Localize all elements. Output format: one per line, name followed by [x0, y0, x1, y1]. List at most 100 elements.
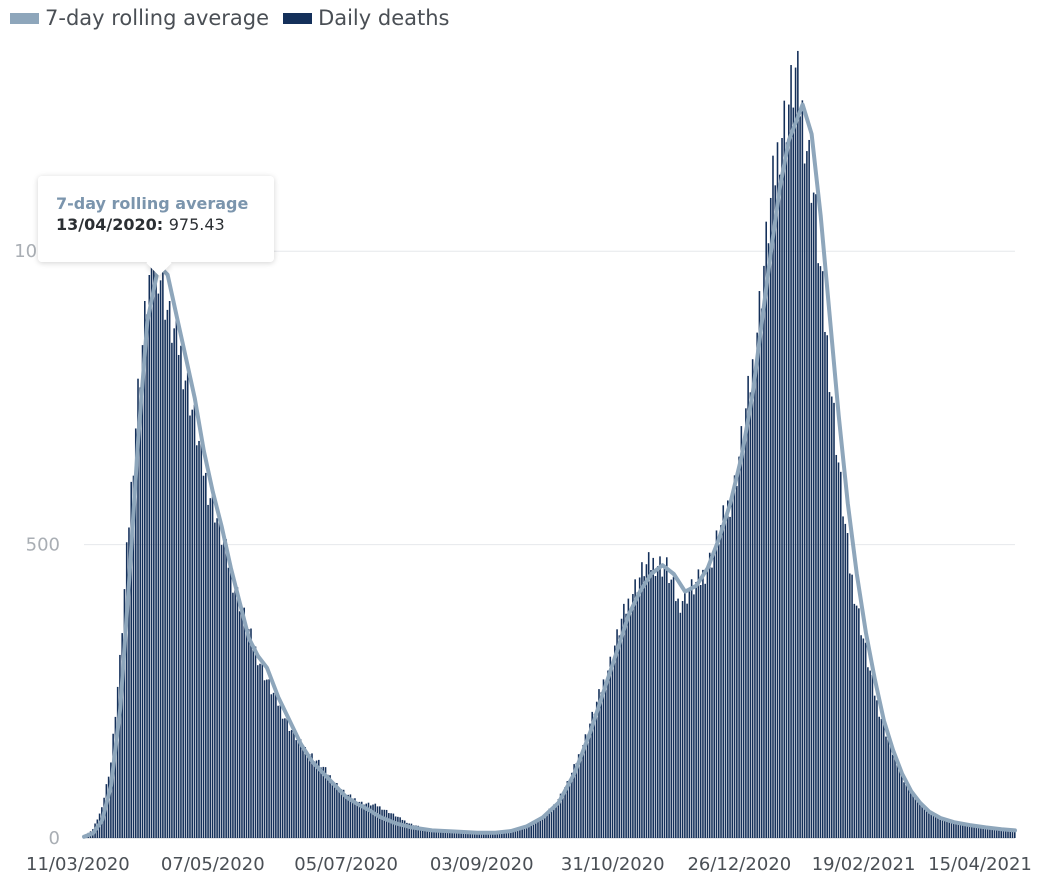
bar: [512, 831, 514, 838]
bar: [964, 824, 966, 838]
legend-item-rolling-average[interactable]: 7-day rolling average: [10, 6, 269, 30]
bar: [975, 826, 978, 838]
bar: [625, 613, 627, 838]
bar: [939, 817, 941, 838]
bar: [369, 805, 372, 838]
bar: [519, 829, 521, 838]
bar: [697, 569, 700, 838]
bar: [837, 462, 840, 838]
bar: [828, 392, 831, 838]
bar: [654, 576, 657, 838]
bar: [706, 568, 709, 838]
bar: [250, 628, 252, 838]
bar: [686, 603, 688, 838]
bar: [275, 691, 277, 838]
bar: [114, 716, 117, 838]
bar: [862, 638, 865, 838]
bar: [392, 813, 395, 838]
bar: [410, 823, 413, 838]
bar: [440, 830, 442, 838]
bar: [910, 792, 912, 838]
bar: [458, 831, 460, 838]
y-tick-label: 500: [26, 535, 60, 556]
bar: [415, 825, 417, 838]
bar: [842, 516, 844, 838]
bar: [333, 782, 336, 838]
bar: [668, 583, 670, 838]
bar: [1009, 830, 1012, 838]
tooltip: 7-day rolling average 13/04/2020: 975.43: [38, 176, 274, 262]
bar: [437, 830, 440, 838]
bar: [166, 309, 169, 839]
bar: [507, 831, 510, 838]
bar: [232, 592, 234, 838]
bar: [778, 174, 781, 839]
bar: [566, 781, 569, 838]
bar: [514, 830, 517, 838]
bar: [607, 670, 609, 838]
bar: [815, 194, 817, 838]
bar: [853, 603, 856, 838]
bar: [478, 832, 481, 838]
bar: [121, 633, 123, 838]
bar: [1002, 830, 1005, 838]
bar: [211, 491, 214, 838]
bar: [738, 456, 740, 838]
bar: [220, 544, 223, 838]
bar: [722, 505, 725, 838]
bar: [433, 829, 435, 838]
bar: [901, 772, 903, 838]
bar: [162, 269, 164, 838]
x-tick-label: 05/07/2020: [294, 854, 398, 875]
bar: [998, 830, 1000, 838]
bar: [580, 754, 582, 838]
bar: [670, 579, 673, 838]
bar: [681, 600, 684, 838]
bar: [202, 475, 205, 838]
bar: [317, 759, 320, 838]
bar: [132, 475, 135, 838]
bar: [408, 823, 410, 838]
bar: [150, 234, 153, 838]
bar: [959, 824, 962, 838]
bar: [553, 804, 555, 838]
legend-item-daily-deaths[interactable]: Daily deaths: [283, 6, 449, 30]
bar: [977, 827, 980, 838]
bar: [119, 654, 121, 838]
bar: [557, 799, 560, 838]
legend: 7-day rolling average Daily deaths: [10, 6, 463, 30]
bar: [616, 629, 618, 838]
legend-label-daily-deaths: Daily deaths: [318, 6, 450, 30]
legend-label-rolling-average: 7-day rolling average: [45, 6, 270, 30]
bar: [880, 718, 883, 838]
bar: [313, 761, 316, 838]
bar: [134, 428, 137, 838]
bar: [559, 793, 562, 838]
bar: [141, 345, 144, 838]
bar: [218, 514, 221, 838]
bar: [568, 781, 571, 838]
bar: [677, 598, 679, 838]
bar: [254, 646, 257, 838]
bar: [819, 266, 822, 839]
bar: [688, 591, 691, 838]
bar: [948, 821, 951, 838]
bar: [717, 544, 720, 838]
bar: [792, 107, 795, 838]
bar: [645, 564, 648, 838]
bar: [799, 116, 801, 839]
bar: [614, 645, 616, 838]
bar: [754, 372, 756, 838]
bar: [808, 139, 810, 838]
bar: [636, 592, 639, 838]
bar: [821, 271, 824, 838]
bar: [157, 293, 160, 838]
bar: [159, 280, 162, 838]
bar: [327, 774, 329, 838]
bar: [806, 151, 808, 838]
bar: [426, 829, 429, 838]
bar: [950, 821, 953, 838]
bar: [324, 767, 327, 838]
bar: [675, 601, 677, 838]
bar: [442, 830, 444, 838]
